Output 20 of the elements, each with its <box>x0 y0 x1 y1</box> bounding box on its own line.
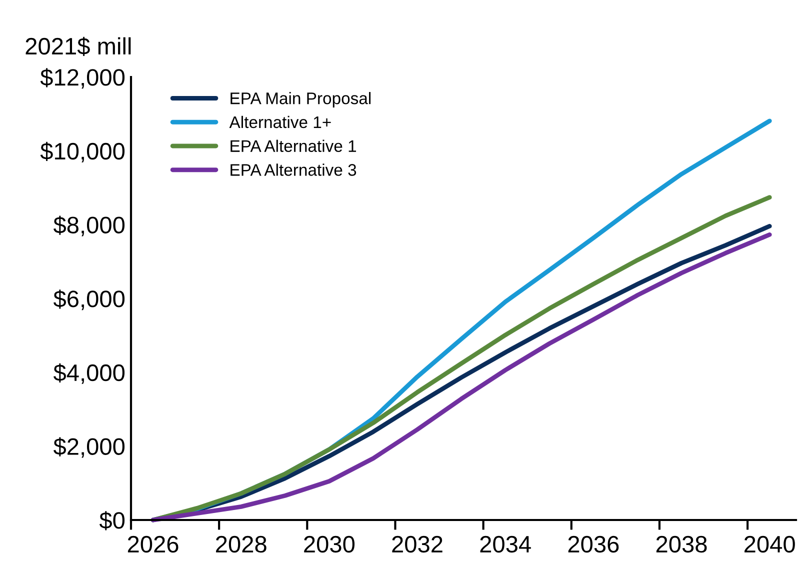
y-tick-label: $10,000 <box>40 142 125 162</box>
legend-label: EPA Main Proposal <box>230 92 371 108</box>
x-tick-label: 2030 <box>304 536 355 553</box>
x-tick-label: 2038 <box>656 536 707 553</box>
y-tick-label: $2,000 <box>53 437 125 458</box>
x-tick-label: 2036 <box>568 536 619 553</box>
y-tick-label: $12,000 <box>40 68 125 89</box>
y-tick-label: $8,000 <box>53 216 125 236</box>
x-tick-label: 2032 <box>392 536 442 553</box>
x-tick-label: 2034 <box>480 536 531 553</box>
y-tick-label: $0 <box>99 511 125 530</box>
y-tick-label: $6,000 <box>53 290 125 310</box>
legend-label: Alternative 1+ <box>229 116 331 128</box>
legend-label: EPA Alternative 1 <box>230 140 356 152</box>
x-tick-label: 2026 <box>128 536 178 553</box>
x-tick-label: 2040 <box>744 536 795 553</box>
y-axis-title: 2021$ mill <box>26 36 131 56</box>
y-tick-label: $4,000 <box>53 363 125 384</box>
legend-label: EPA Alternative 3 <box>230 164 356 176</box>
x-tick-label: 2028 <box>216 536 266 553</box>
